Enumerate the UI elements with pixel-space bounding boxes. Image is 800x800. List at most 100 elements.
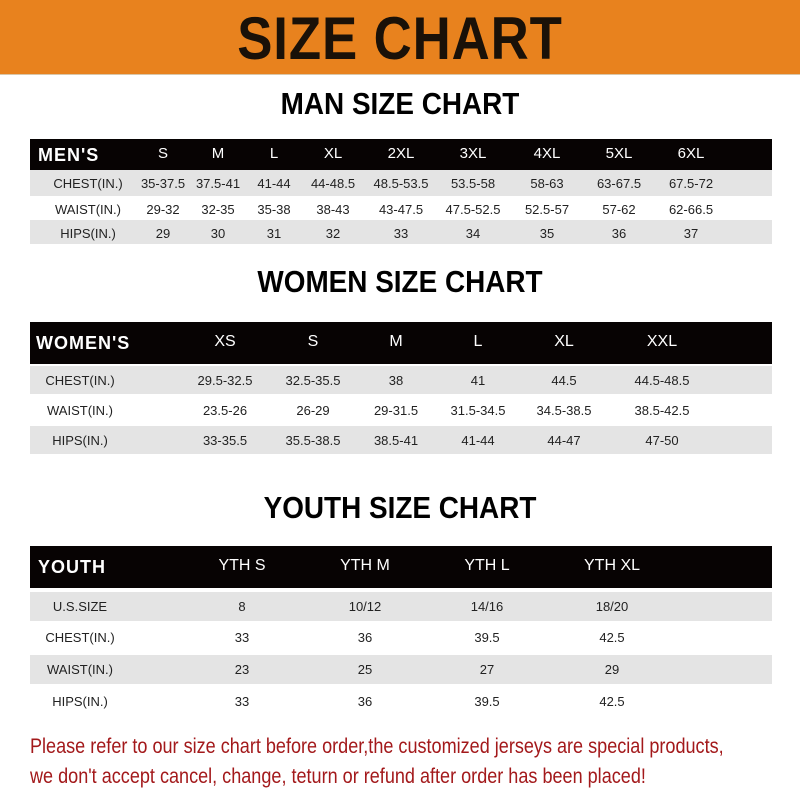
table-cell: 26-29	[296, 403, 330, 418]
size-column-header: L	[269, 144, 279, 162]
row-label: HIPS(IN.)	[52, 433, 108, 448]
table-cell: 33	[234, 630, 250, 645]
table-cell: 29	[155, 226, 171, 241]
youth-header-row: YOUTH YTH S YTH M YTH L YTH XL	[30, 546, 772, 588]
table-cell: 29	[604, 662, 620, 677]
table-cell: 44-48.5	[310, 176, 356, 191]
table-cell: 47-50	[645, 433, 679, 448]
table-cell: 36	[357, 630, 373, 645]
table-row: HIPS(IN.) 29 30 31 32 33 34 35 36 37	[30, 220, 772, 244]
table-cell: 44.5	[551, 373, 577, 388]
table-cell: 27	[479, 662, 495, 677]
table-cell: 57-62	[602, 202, 636, 217]
table-row: HIPS(IN.) 33 36 39.5 42.5	[30, 687, 772, 716]
table-cell: 35	[539, 226, 555, 241]
table-cell: 29.5-32.5	[197, 373, 253, 388]
table-cell: 37	[683, 226, 699, 241]
youth-section-title: YOUTH SIZE CHART	[263, 490, 537, 525]
table-cell: 23	[234, 662, 250, 677]
table-row: U.S.SIZE 8 10/12 14/16 18/20	[30, 592, 772, 621]
banner: SIZE CHART	[0, 0, 800, 75]
table-cell: 10/12	[348, 599, 382, 614]
table-cell: 48.5-53.5	[373, 176, 429, 191]
men-section-title: MAN SIZE CHART	[280, 86, 520, 121]
table-cell: 33-35.5	[202, 433, 248, 448]
table-cell: 34	[465, 226, 481, 241]
table-row: CHEST(IN.) 35-37.5 37.5-41 41-44 44-48.5 48.5…	[30, 170, 772, 196]
size-column-header: 3XL	[459, 144, 487, 162]
table-cell: 29-31.5	[373, 403, 419, 418]
footer-line-1: Please refer to our size chart before or…	[30, 735, 724, 758]
table-cell: 38.5-42.5	[634, 403, 690, 418]
table-cell: 29-32	[146, 202, 180, 217]
size-column-header: YTH XL	[583, 557, 641, 574]
table-cell: 32-35	[201, 202, 235, 217]
table-cell: 41-44	[257, 176, 291, 191]
men-header-row: MEN'S S M L XL 2XL 3XL 4XL 5XL 6XL	[30, 139, 772, 170]
table-cell: 18/20	[595, 599, 629, 614]
table-row: CHEST(IN.) 33 36 39.5 42.5	[30, 623, 772, 652]
table-cell: 44.5-48.5	[634, 373, 690, 388]
size-column-header: XL	[554, 333, 574, 350]
row-label: CHEST(IN.)	[53, 176, 123, 191]
size-column-header: YTH S	[218, 557, 266, 574]
table-cell: 32.5-35.5	[285, 373, 341, 388]
row-label: WAIST(IN.)	[47, 662, 113, 677]
table-cell: 35.5-38.5	[285, 433, 341, 448]
size-column-header: XL	[323, 144, 343, 162]
women-header-row: WOMEN'S XS S M L XL XXL	[30, 322, 772, 364]
table-cell: 39.5	[474, 630, 500, 645]
table-row: CHEST(IN.) 29.5-32.5 32.5-35.5 38 41 44.5 44.5…	[30, 366, 772, 394]
size-column-header: 6XL	[677, 144, 705, 162]
table-cell: 37.5-41	[195, 176, 241, 191]
table-cell: 35-38	[257, 202, 291, 217]
table-cell: 41	[470, 373, 486, 388]
table-cell: 62-66.5	[668, 202, 714, 217]
table-cell: 39.5	[474, 694, 500, 709]
size-column-header: 5XL	[605, 144, 633, 162]
table-cell: 67.5-72	[668, 176, 714, 191]
women-header-label: WOMEN'S	[36, 333, 131, 353]
row-label: CHEST(IN.)	[45, 630, 115, 645]
table-cell: 14/16	[470, 599, 504, 614]
table-cell: 52.5-57	[524, 202, 570, 217]
row-label: U.S.SIZE	[52, 599, 108, 614]
table-cell: 41-44	[461, 433, 495, 448]
table-row: WAIST(IN.) 29-32 32-35 35-38 38-43 43-47.5 47.…	[30, 196, 772, 220]
table-cell: 36	[357, 694, 373, 709]
footer-line-2: we don't accept cancel, change, teturn o…	[30, 765, 646, 788]
banner-title: SIZE CHART	[237, 5, 563, 72]
row-label: WAIST(IN.)	[55, 202, 121, 217]
table-cell: 35-37.5	[140, 176, 186, 191]
youth-header-label: YOUTH	[38, 557, 106, 577]
table-cell: 25	[357, 662, 373, 677]
size-column-header: M	[389, 333, 403, 350]
table-cell: 43-47.5	[378, 202, 424, 217]
table-cell: 31	[266, 226, 282, 241]
table-cell: 53.5-58	[450, 176, 496, 191]
size-column-header: M	[211, 144, 225, 162]
men-header-label: MEN'S	[38, 144, 100, 165]
size-column-header: XXL	[646, 333, 678, 350]
table-cell: 38.5-41	[373, 433, 419, 448]
size-column-header: YTH L	[464, 557, 510, 574]
row-label: HIPS(IN.)	[60, 226, 116, 241]
table-cell: 23.5-26	[202, 403, 248, 418]
table-cell: 30	[210, 226, 226, 241]
size-column-header: S	[307, 333, 319, 350]
size-column-header: YTH M	[340, 557, 390, 574]
table-cell: 38	[388, 373, 404, 388]
size-column-header: XS	[214, 333, 236, 350]
size-column-header: 4XL	[533, 144, 561, 162]
table-row: WAIST(IN.) 23.5-26 26-29 29-31.5 31.5-34.5 34…	[30, 396, 772, 424]
table-cell: 36	[611, 226, 627, 241]
table-cell: 31.5-34.5	[450, 403, 506, 418]
size-column-header: S	[157, 144, 169, 162]
table-cell: 44-47	[547, 433, 581, 448]
table-cell: 42.5	[599, 694, 625, 709]
table-row: HIPS(IN.) 33-35.5 35.5-38.5 38.5-41 41-44 44-…	[30, 426, 772, 454]
table-cell: 33	[234, 694, 250, 709]
table-cell: 32	[325, 226, 341, 241]
table-cell: 34.5-38.5	[536, 403, 592, 418]
size-column-header: L	[473, 333, 483, 350]
